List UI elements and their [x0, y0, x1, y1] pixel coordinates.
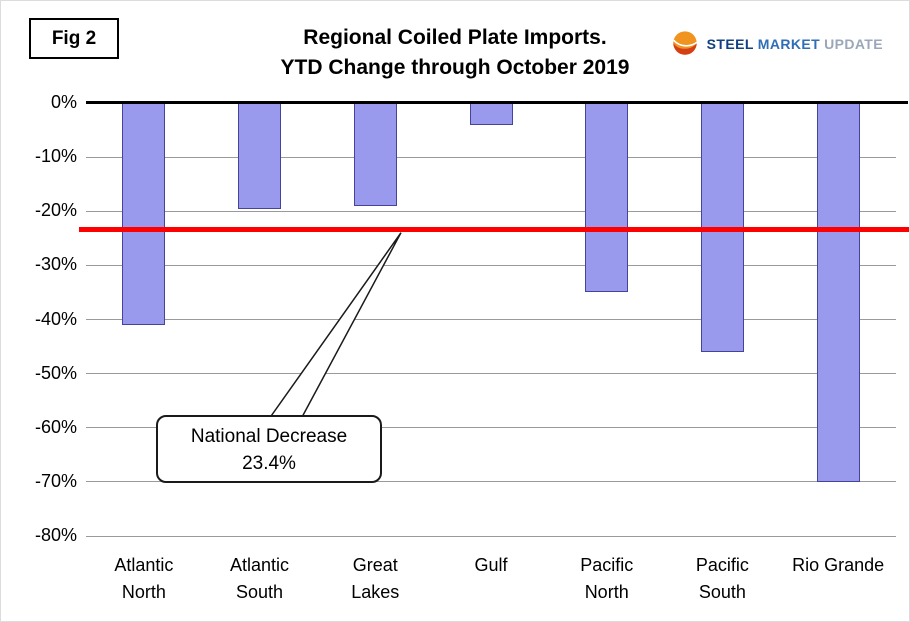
y-tick-label--70: -70%	[34, 470, 77, 491]
callout-pointer	[267, 232, 402, 420]
bar-pacific-north	[585, 103, 629, 293]
annotation-line1: National Decrease	[190, 426, 348, 447]
logo-word-update: UPDATE	[824, 36, 883, 52]
bar-atlantic-north	[122, 103, 166, 325]
smu-logo-text: STEEL MARKET UPDATE	[707, 36, 883, 52]
x-label-pacific-north: Pacific North	[580, 555, 634, 602]
gridline--30	[86, 264, 896, 266]
gridline--10	[86, 156, 896, 158]
x-label-great-lakes: Great Lakes	[351, 555, 400, 602]
gridline--50	[86, 373, 896, 375]
figure-number-label: Fig 2	[51, 27, 97, 49]
x-label-atlantic-south: Atlantic South	[230, 555, 290, 602]
annotation-line2: 23.4%	[242, 453, 296, 474]
x-label-atlantic-north: Atlantic North	[114, 555, 174, 602]
smu-logo: STEEL MARKET UPDATE	[670, 29, 883, 59]
gridline--70	[86, 481, 896, 483]
gridline--80	[86, 535, 896, 537]
logo-word-steel: STEEL	[706, 36, 754, 52]
y-tick-label--60: -60%	[34, 416, 77, 437]
bar-rio-grande	[816, 103, 860, 482]
bar-gulf	[469, 103, 513, 125]
zero-axis-line	[86, 101, 908, 104]
x-label-rio-grande: Rio Grande	[792, 555, 885, 575]
national-decrease-line	[79, 227, 909, 233]
y-tick-label--20: -20%	[34, 200, 77, 221]
gridline--40	[86, 319, 896, 320]
chart-title: Regional Coiled Plate Imports. YTD Chang…	[121, 23, 789, 83]
chart-title-line1: Regional Coiled Plate Imports.	[303, 26, 607, 49]
gridline--20	[86, 210, 896, 212]
y-tick-label--30: -30%	[34, 254, 77, 275]
x-label-gulf: Gulf	[474, 555, 508, 575]
x-label-pacific-south: Pacific South	[695, 555, 749, 602]
y-tick-label--80: -80%	[34, 525, 77, 545]
y-tick-label--10: -10%	[34, 146, 77, 167]
chart-title-line2: YTD Change through October 2019	[280, 56, 630, 79]
y-tick-label-0: 0%	[50, 92, 77, 112]
smu-logo-icon	[672, 31, 698, 55]
y-tick-label--50: -50%	[34, 362, 77, 383]
y-tick-label--40: -40%	[34, 308, 77, 329]
annotation-callout: National Decrease 23.4%	[156, 415, 382, 483]
figure-number-box: Fig 2	[29, 18, 119, 59]
gridline--60	[86, 427, 896, 429]
bar-atlantic-south	[238, 103, 282, 209]
logo-word-market: MARKET	[757, 36, 821, 52]
bar-great-lakes	[353, 103, 397, 206]
